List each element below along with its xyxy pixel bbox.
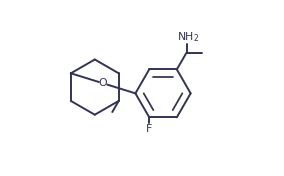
Text: O: O — [99, 78, 107, 88]
Text: F: F — [146, 124, 152, 134]
Text: NH$_2$: NH$_2$ — [176, 30, 199, 44]
